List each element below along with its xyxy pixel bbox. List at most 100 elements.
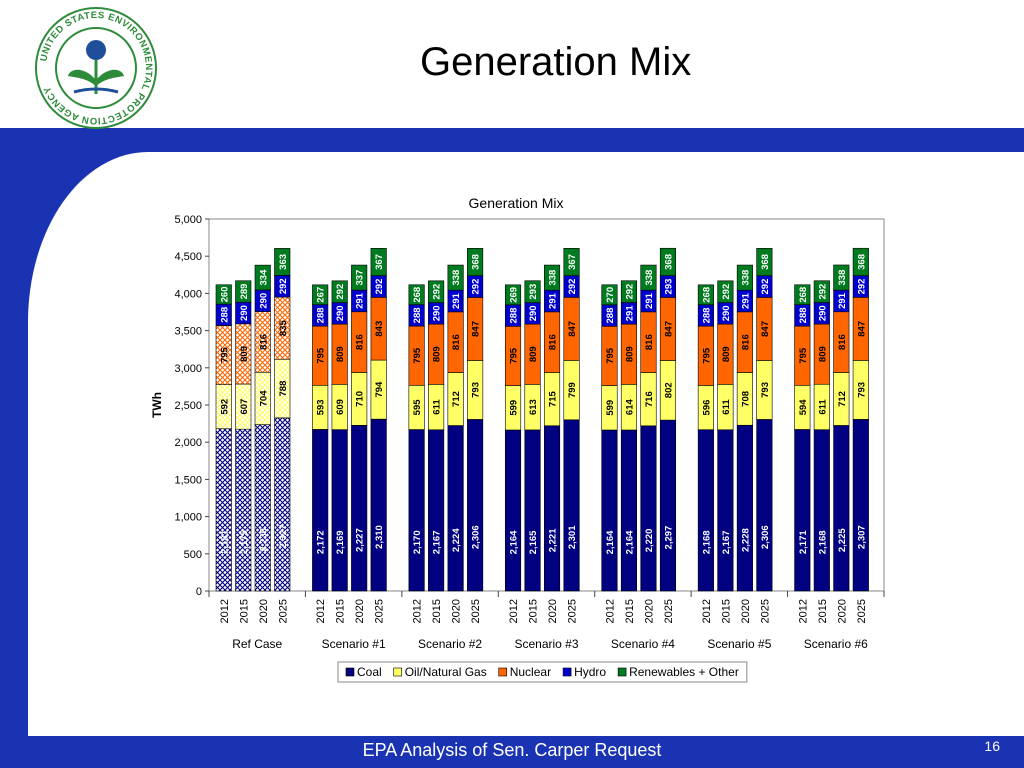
- data-label: 847: [856, 321, 867, 337]
- data-label: 291: [837, 292, 848, 309]
- data-label: 847: [760, 321, 771, 337]
- data-label: 363: [278, 254, 289, 270]
- bar-segment-renewables-other: [601, 284, 618, 306]
- x-group-label: Scenario #3: [514, 637, 578, 651]
- data-label: 710: [355, 391, 366, 407]
- data-label: 795: [798, 347, 809, 364]
- bar-segment-coal: [794, 429, 811, 592]
- x-tick-label: 2012: [219, 599, 231, 623]
- legend-swatch: [345, 667, 355, 677]
- y-tick-label: 2,000: [174, 437, 202, 449]
- data-label: 288: [219, 307, 230, 323]
- data-label: 292: [624, 284, 635, 300]
- data-label: 793: [471, 382, 482, 398]
- data-label: 788: [278, 381, 289, 397]
- bar-segment-coal: [543, 425, 561, 592]
- data-label: 268: [701, 287, 712, 303]
- data-label: 293: [528, 284, 539, 300]
- data-label: 847: [471, 321, 482, 337]
- data-label: 2,221: [548, 528, 559, 552]
- data-label: 596: [701, 400, 712, 416]
- data-label: 290: [335, 305, 346, 321]
- bar-segment-coal: [717, 429, 734, 592]
- data-label: 2,306: [760, 525, 771, 549]
- data-label: 338: [644, 270, 655, 286]
- data-label: 611: [432, 399, 443, 415]
- x-tick-label: 2025: [374, 599, 386, 623]
- data-label: 843: [374, 321, 385, 337]
- bar-segment-renewables-other: [467, 248, 484, 276]
- bar-segment-coal: [408, 429, 425, 592]
- data-label: 368: [471, 254, 482, 270]
- data-label: 2,167: [432, 530, 443, 554]
- data-label: 290: [528, 305, 539, 321]
- data-label: 2,168: [701, 530, 712, 554]
- data-label: 2,164: [605, 530, 616, 554]
- data-label: 611: [817, 399, 828, 415]
- x-tick-label: 2015: [431, 599, 443, 623]
- data-label: 816: [548, 334, 559, 350]
- x-group-label: Scenario #6: [804, 637, 868, 651]
- bar-segment-coal: [274, 417, 291, 592]
- bar-segment-renewables-other: [215, 284, 232, 305]
- y-tick-label: 0: [196, 586, 202, 598]
- data-label: 291: [548, 292, 559, 309]
- bar-segment-coal: [563, 419, 580, 592]
- bar-segment-coal: [601, 429, 618, 592]
- x-tick-label: 2020: [643, 599, 655, 623]
- data-label: 2,307: [856, 525, 867, 549]
- y-tick-label: 5,000: [174, 214, 202, 226]
- data-label: 795: [605, 347, 616, 364]
- bar-segment-renewables-other: [620, 280, 638, 303]
- bar-segment-renewables-other: [543, 264, 561, 291]
- data-label: 708: [740, 391, 751, 407]
- bar-segment-renewables-other: [794, 284, 811, 306]
- data-label: 368: [663, 254, 674, 270]
- legend-swatch: [562, 667, 572, 677]
- x-group-label: Ref Case: [232, 637, 282, 651]
- x-group-label: Scenario #4: [611, 637, 675, 651]
- data-label: 592: [219, 399, 230, 415]
- legend-item-label: Hydro: [574, 665, 606, 679]
- data-label: 288: [701, 308, 712, 324]
- data-label: 809: [817, 346, 828, 362]
- bar-segment-renewables-other: [370, 248, 387, 276]
- data-label: 816: [837, 334, 848, 350]
- data-label: 594: [798, 399, 809, 416]
- bar-segment-coal: [351, 425, 368, 592]
- bar-segment-renewables-other: [833, 264, 850, 291]
- data-label: 716: [644, 391, 655, 407]
- slide-title: Generation Mix: [420, 40, 692, 84]
- data-label: 2,164: [509, 530, 520, 554]
- data-label: 368: [856, 254, 867, 270]
- data-label: 268: [412, 287, 423, 303]
- x-tick-label: 2020: [451, 599, 463, 623]
- bar-segment-renewables-other: [659, 247, 677, 276]
- data-label: 2,172: [316, 530, 327, 554]
- bar-segment-coal: [447, 425, 464, 592]
- data-label: 802: [663, 382, 674, 398]
- data-label: 288: [798, 307, 809, 323]
- data-label: 291: [355, 292, 366, 309]
- data-label: 2,301: [567, 525, 578, 549]
- data-label: 292: [471, 279, 482, 295]
- data-label: 260: [219, 287, 230, 303]
- data-label: 704: [258, 390, 269, 407]
- data-label: 2,169: [335, 530, 346, 554]
- legend-swatch: [617, 667, 627, 677]
- x-tick-label: 2020: [547, 599, 559, 623]
- data-label: 609: [335, 399, 346, 415]
- bar-segment-coal: [620, 429, 638, 592]
- data-label: 816: [355, 334, 366, 350]
- data-label: 607: [239, 399, 250, 415]
- data-label: 288: [509, 308, 520, 324]
- data-label: 809: [239, 346, 250, 362]
- y-tick-label: 1,000: [174, 512, 202, 524]
- x-tick-label: 2015: [720, 599, 732, 623]
- legend-item-label: Oil/Natural Gas: [405, 665, 487, 679]
- bar-segment-renewables-other: [756, 248, 773, 276]
- data-label: 292: [721, 284, 732, 300]
- bar-segment-coal: [215, 428, 232, 592]
- x-tick-label: 2015: [817, 599, 829, 623]
- legend-box: [337, 661, 748, 683]
